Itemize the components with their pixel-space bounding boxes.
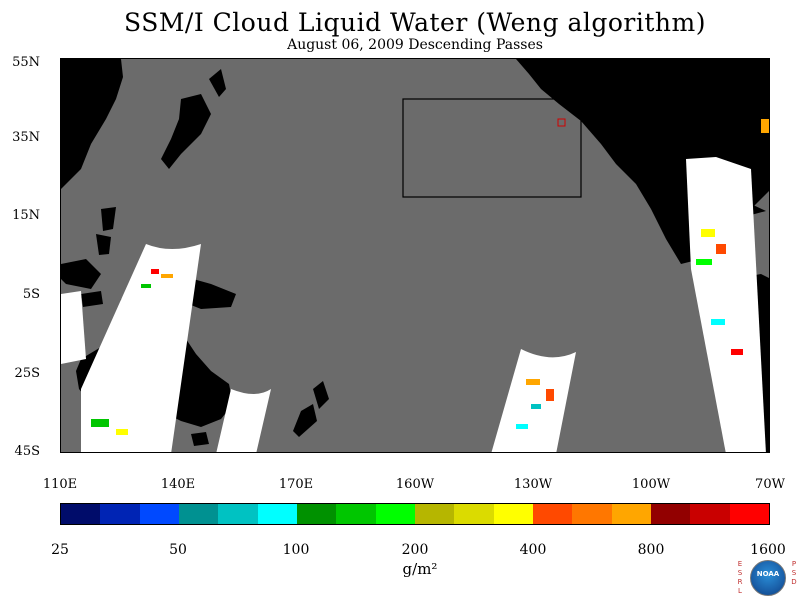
colorbar-label-100: 100 xyxy=(282,542,310,558)
colorbar-cell xyxy=(493,504,533,524)
colorbar-cell xyxy=(336,504,376,524)
land-new-zealand xyxy=(313,381,329,409)
site-marker xyxy=(557,118,566,127)
logo-letter: R xyxy=(737,578,743,586)
colorbar-cell xyxy=(139,504,179,524)
logo-letter: S xyxy=(737,569,743,577)
land-tasmania xyxy=(191,432,209,446)
colorbar-cell xyxy=(218,504,258,524)
colorbar-label-50: 50 xyxy=(169,542,187,558)
lat-label-55n: 55N xyxy=(12,55,40,70)
lon-label-70w: 70W xyxy=(755,477,785,492)
land-new-zealand-south xyxy=(293,404,317,437)
logo-center-text: NOAA xyxy=(756,570,780,578)
logo-right-letters: P S D xyxy=(790,560,798,587)
logo-letter: P xyxy=(791,560,797,568)
colorbar-cell xyxy=(532,504,573,524)
colorbar-label-800: 800 xyxy=(637,542,665,558)
lat-label-35n: 35N xyxy=(12,130,40,145)
colorbar-label-200: 200 xyxy=(401,542,429,558)
lat-label-25s: 25S xyxy=(14,366,40,381)
logo-letter: S xyxy=(791,569,797,577)
colorbar-cell xyxy=(375,504,415,524)
chart-title: SSM/I Cloud Liquid Water (Weng algorithm… xyxy=(124,8,706,37)
lon-label-170e: 170E xyxy=(278,477,314,492)
lon-label-110e: 110E xyxy=(42,477,78,492)
region-box xyxy=(402,98,582,198)
colorbar-cell xyxy=(729,504,769,524)
lon-label-130w: 130W xyxy=(513,477,553,492)
colorbar-label-25: 25 xyxy=(51,542,69,558)
logo-letter: L xyxy=(738,587,742,595)
colorbar-cell xyxy=(100,504,140,524)
colorbar-cell xyxy=(257,504,297,524)
colorbar-label-400: 400 xyxy=(519,542,547,558)
colorbar-cell xyxy=(61,504,101,524)
colorbar-units: g/m² xyxy=(402,560,438,578)
map-svg xyxy=(61,59,769,452)
colorbar-cell xyxy=(611,504,651,524)
lat-label-15n: 15N xyxy=(12,208,40,223)
colorbar-cell xyxy=(650,504,691,524)
colorbar-cell xyxy=(178,504,219,524)
colorbar-cell xyxy=(572,504,612,524)
colorbar-cell xyxy=(296,504,337,524)
noaa-logo: E S R L NOAA P S D xyxy=(732,558,800,600)
lon-label-100w: 100W xyxy=(631,477,671,492)
colorbar-label-1600: 1600 xyxy=(750,542,786,558)
lat-label-5s: 5S xyxy=(22,287,40,302)
cloud-patches xyxy=(91,119,769,435)
colorbar-cell xyxy=(454,504,494,524)
colorbar-cell xyxy=(414,504,455,524)
lat-label-45s: 45S xyxy=(14,444,40,459)
logo-letter: D xyxy=(791,578,797,586)
lon-label-140e: 140E xyxy=(160,477,196,492)
colorbar xyxy=(60,503,770,525)
lon-label-160w: 160W xyxy=(395,477,435,492)
logo-letter: E xyxy=(737,560,743,568)
logo-left-letters: E S R L xyxy=(736,560,744,596)
chart-subtitle: August 06, 2009 Descending Passes xyxy=(287,37,543,53)
noaa-emblem-icon: NOAA xyxy=(750,560,786,596)
colorbar-cell xyxy=(690,504,730,524)
map-panel xyxy=(60,58,770,453)
